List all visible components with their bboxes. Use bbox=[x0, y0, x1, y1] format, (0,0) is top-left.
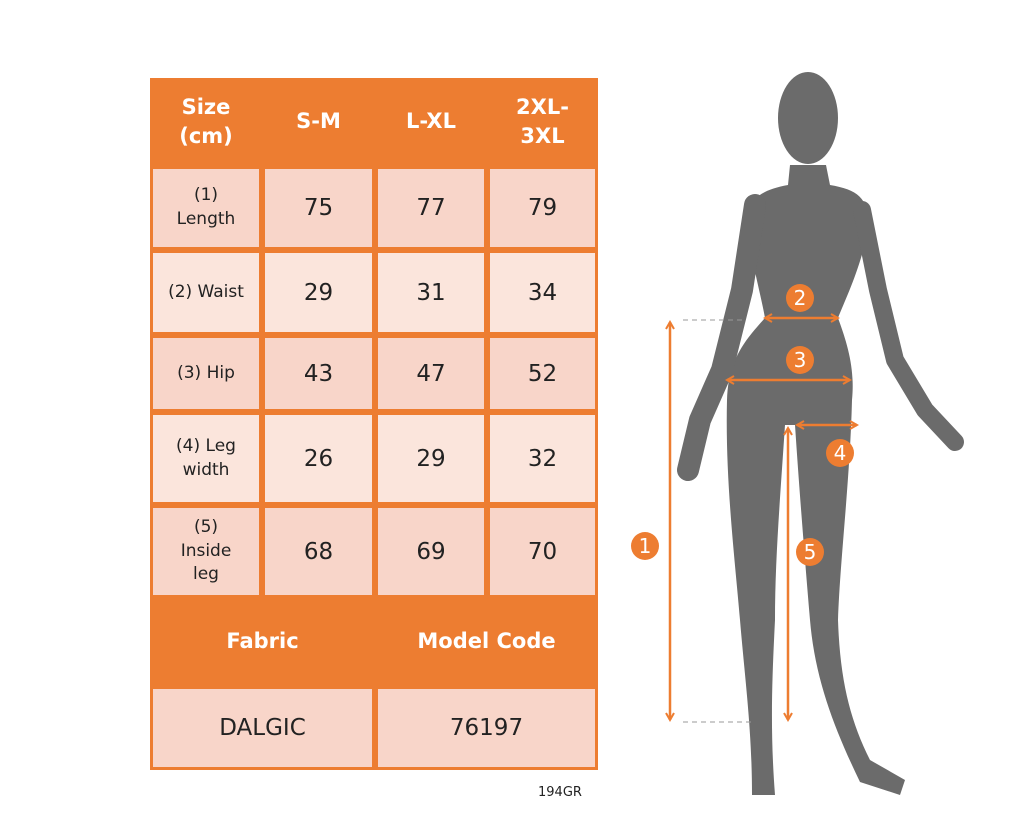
value-cell-text: 68 bbox=[303, 538, 334, 565]
header-cell-text: S-M bbox=[296, 109, 341, 134]
marker-number: 5 bbox=[804, 540, 817, 564]
marker-circle bbox=[786, 284, 814, 312]
marker-4: 4 bbox=[826, 439, 854, 467]
value-cell-text: 34 bbox=[527, 279, 558, 306]
value-cell: 69 bbox=[378, 508, 484, 595]
marker-1: 1 bbox=[631, 532, 659, 560]
marker-3: 3 bbox=[786, 346, 814, 374]
value-cell: 34 bbox=[490, 253, 595, 332]
row-label-text: (4) Leg bbox=[176, 435, 236, 456]
value-cell-text: 26 bbox=[303, 445, 334, 472]
fabric-header-text: Fabric bbox=[226, 629, 299, 654]
header-cell: Size (cm) bbox=[153, 81, 259, 163]
marker-circle bbox=[631, 532, 659, 560]
value-cell-text: 43 bbox=[303, 360, 334, 387]
woman-silhouette bbox=[677, 72, 964, 795]
value-cell: 31 bbox=[378, 253, 484, 332]
value-cell-text: 70 bbox=[527, 538, 558, 565]
marker-number: 2 bbox=[794, 286, 807, 310]
header-cell: L-XL bbox=[378, 81, 484, 163]
row-label: (2) Waist bbox=[153, 253, 259, 332]
value-cell: 75 bbox=[265, 169, 372, 247]
row-label: (3) Hip bbox=[153, 338, 259, 409]
value-cell-text: 29 bbox=[303, 279, 334, 306]
header-cell: 2XL-3XL bbox=[490, 81, 595, 163]
header-cell-text: Size (cm) bbox=[179, 94, 233, 148]
value-cell: 47 bbox=[378, 338, 484, 409]
model-code-value: 76197 bbox=[378, 689, 595, 767]
row-label-text: (3) Hip bbox=[177, 362, 235, 383]
value-cell: 77 bbox=[378, 169, 484, 247]
header-cell-text: L-XL bbox=[406, 109, 456, 134]
value-cell: 26 bbox=[265, 415, 372, 502]
marker-number: 1 bbox=[639, 534, 652, 558]
value-cell-text: 29 bbox=[416, 445, 446, 472]
value-cell-text: 52 bbox=[527, 360, 558, 387]
value-cell-text: 69 bbox=[416, 538, 446, 565]
value-cell-text: 32 bbox=[527, 445, 558, 472]
marker-5: 5 bbox=[796, 538, 824, 566]
measurement-arrows bbox=[670, 318, 857, 720]
marker-circle bbox=[796, 538, 824, 566]
model-code-value-text: 76197 bbox=[449, 715, 524, 741]
size-chart-table: Size (cm) S-M L-XL 2XL-3XL (1) Length 75 77 79 (2… bbox=[150, 78, 598, 770]
product-code: 194GR bbox=[538, 785, 582, 800]
value-cell: 79 bbox=[490, 169, 595, 247]
row-label: (4) Leg width bbox=[153, 415, 259, 502]
row-label-text: leg bbox=[193, 564, 219, 585]
row-label: (5) Inside leg bbox=[153, 508, 259, 595]
row-label-text: Inside bbox=[180, 540, 232, 561]
row-label-text: (5) bbox=[193, 516, 219, 537]
row-label: (1) Length bbox=[153, 169, 259, 247]
value-cell-text: 75 bbox=[303, 195, 334, 221]
marker-number: 3 bbox=[794, 348, 807, 372]
row-label-text: Length bbox=[176, 209, 236, 229]
row-label-text: (2) Waist bbox=[168, 281, 244, 302]
value-cell: 29 bbox=[378, 415, 484, 502]
marker-circle bbox=[826, 439, 854, 467]
value-cell: 32 bbox=[490, 415, 595, 502]
marker-number: 4 bbox=[834, 441, 847, 465]
marker-2: 2 bbox=[786, 284, 814, 312]
value-cell: 68 bbox=[265, 508, 372, 595]
value-cell-text: 79 bbox=[527, 195, 558, 221]
value-cell: 52 bbox=[490, 338, 595, 409]
marker-circle bbox=[786, 346, 814, 374]
value-cell: 29 bbox=[265, 253, 372, 332]
row-label-text: (1) bbox=[193, 185, 219, 206]
value-cell-text: 47 bbox=[416, 360, 446, 387]
row-label-text: width bbox=[182, 459, 230, 480]
fabric-header: Fabric bbox=[153, 601, 372, 683]
fabric-value: DALGIC bbox=[153, 689, 372, 767]
value-cell: 70 bbox=[490, 508, 595, 595]
measurement-guides bbox=[683, 319, 755, 723]
model-code-header-text: Model Code bbox=[417, 629, 556, 654]
model-code-header: Model Code bbox=[378, 601, 595, 683]
header-cell-text: 2XL-3XL bbox=[516, 94, 569, 148]
value-cell: 43 bbox=[265, 338, 372, 409]
value-cell-text: 77 bbox=[416, 195, 446, 221]
header-cell: S-M bbox=[265, 81, 372, 163]
fabric-value-text: DALGIC bbox=[219, 715, 306, 741]
value-cell-text: 31 bbox=[416, 279, 446, 306]
